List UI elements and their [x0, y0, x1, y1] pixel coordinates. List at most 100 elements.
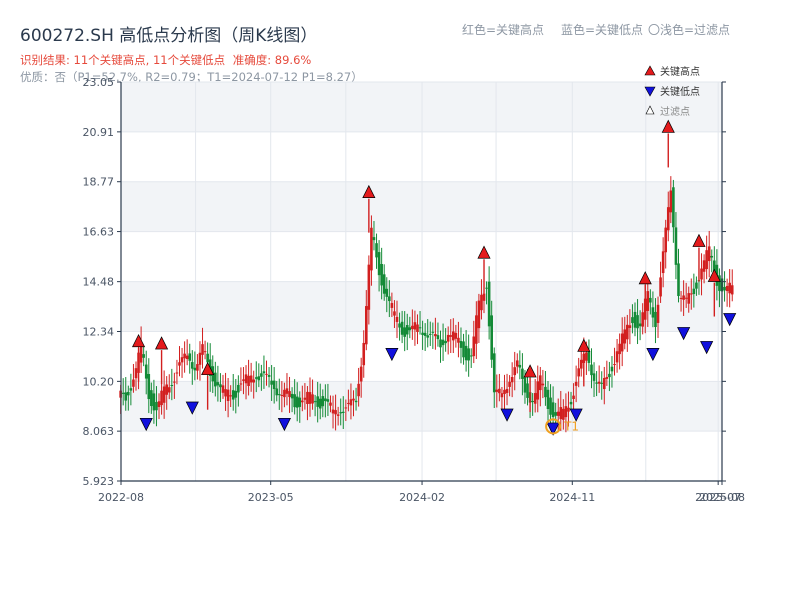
candle-body [334, 410, 337, 415]
candle-body [472, 336, 476, 357]
candle-body [180, 357, 184, 363]
candle-body [646, 291, 650, 311]
key-low-marker [277, 417, 291, 432]
candle-body [364, 306, 368, 345]
x-tick-label: 2025-08 [699, 491, 745, 504]
candle-body [713, 260, 716, 274]
candle-body [132, 379, 135, 387]
candle-body [487, 281, 491, 327]
candle-body [600, 382, 604, 384]
candle-body [521, 368, 524, 379]
key-high-marker [707, 268, 721, 282]
y-tick-label: 8.063 [83, 425, 115, 438]
candle-body [664, 227, 668, 253]
candle-body [239, 383, 243, 385]
x-tick-label: 2024-11 [549, 491, 595, 504]
candle-body [354, 400, 358, 403]
candle-body [659, 277, 662, 297]
candle-body [306, 391, 309, 404]
candle-body [551, 402, 555, 418]
candle-body [272, 380, 276, 390]
candle-body [249, 375, 253, 383]
legend-filtered-label: 过滤点 [660, 105, 690, 118]
candle-body [295, 396, 299, 408]
candle-body [684, 297, 688, 299]
t1-circle [545, 418, 562, 435]
legend-high-label: 关键高点 [660, 65, 700, 78]
candle-body [270, 380, 273, 385]
candle-body [705, 250, 708, 270]
candle-body [229, 395, 232, 397]
candle-body [301, 400, 304, 403]
candle-body [275, 388, 279, 396]
quality-subtitle: 优质：否（P1=52.7%, R2=0.79；T1=2024-07-12 P1=… [20, 70, 363, 84]
candle-body [129, 388, 133, 391]
grid-band [121, 381, 722, 432]
candle-body [608, 373, 611, 378]
candle-body [234, 390, 238, 398]
candle-body [590, 364, 593, 376]
candle-body [666, 207, 670, 231]
candle-body [405, 325, 409, 335]
candle-body [423, 332, 427, 336]
candle-body [641, 312, 644, 327]
candle-body [679, 297, 683, 299]
key-high-marker [362, 184, 376, 199]
legend-high-marker [644, 65, 656, 76]
candle-body [459, 341, 463, 348]
candle-body [196, 364, 199, 371]
candle-body [728, 282, 731, 294]
candle-body [324, 398, 327, 402]
candle-body [677, 263, 680, 297]
candle-body [654, 311, 657, 327]
candle-body [577, 368, 580, 377]
candle-body [523, 377, 527, 393]
candle-body [510, 377, 514, 383]
y-tick-label: 20.91 [83, 126, 115, 139]
candle-body [375, 243, 378, 258]
key-low-marker [185, 401, 199, 415]
candle-body [436, 335, 440, 340]
candle-body [700, 268, 703, 280]
candle-body [556, 411, 560, 416]
candle-body [331, 409, 335, 414]
candle-body [252, 379, 256, 383]
candle-body [597, 381, 601, 384]
candle-body [165, 384, 168, 395]
candle-body [615, 351, 619, 363]
candle-body [544, 386, 547, 398]
candle-body [175, 372, 179, 374]
candle-body [170, 385, 174, 387]
candle-body [649, 297, 652, 303]
candle-body [562, 408, 565, 420]
candle-body [416, 324, 419, 332]
candle-body [311, 394, 314, 404]
candle-body [613, 364, 616, 366]
candle-body [434, 334, 437, 337]
chart-legend: 关键高点 关键低点 过滤点 [644, 65, 700, 118]
candle-body [257, 376, 261, 381]
candle-body [408, 327, 412, 331]
candle-body [173, 381, 176, 383]
candle-body [160, 390, 163, 406]
candle-body [411, 325, 414, 330]
candle-body [413, 322, 417, 330]
candle-body [633, 311, 637, 328]
candle-body [687, 293, 691, 304]
candle-body [267, 375, 271, 377]
legend-low-label: 关键低点 [660, 85, 700, 98]
candle-body [308, 392, 312, 404]
candle-body [162, 386, 166, 403]
candle-body [329, 402, 332, 406]
grid-band [121, 281, 722, 332]
legend-low-text: 蓝色=关键低点 [561, 23, 644, 37]
candle-body [157, 401, 161, 407]
candle-body [480, 294, 483, 311]
key-low-marker [700, 341, 714, 355]
candle-body [592, 373, 596, 381]
key-high-marker [201, 361, 215, 376]
candle-body [564, 406, 568, 418]
candle-body [631, 317, 634, 324]
y-tick-label: 10.20 [83, 375, 115, 388]
x-tick-label: 2022-08 [98, 491, 144, 504]
